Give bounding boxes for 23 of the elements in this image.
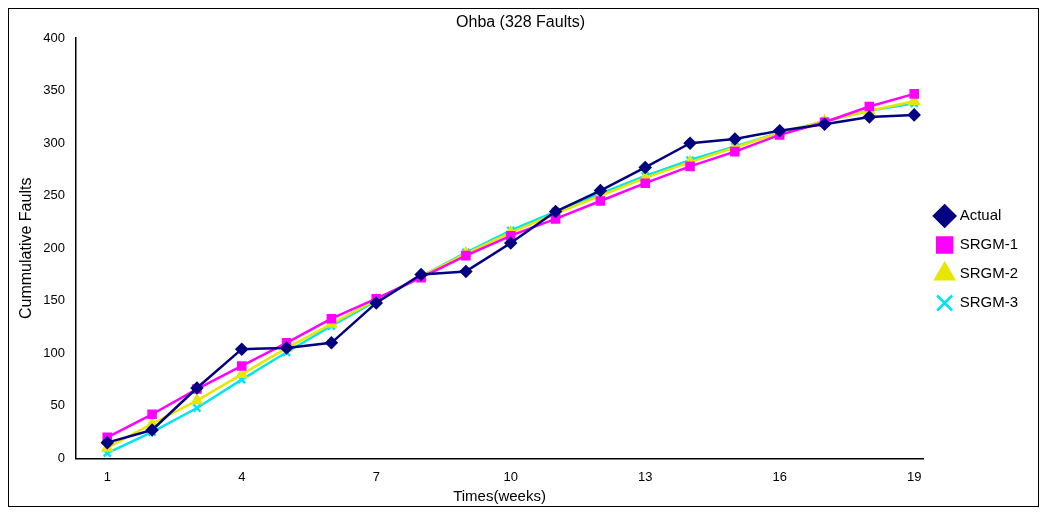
y-tick-label: 50	[50, 397, 65, 413]
x-tick-label: 13	[637, 468, 653, 484]
y-tick-label: 200	[43, 239, 65, 255]
y-tick-label: 300	[43, 134, 65, 150]
chart-title: Ohba (328 Faults)	[456, 13, 585, 31]
y-tick-label: 250	[43, 187, 65, 203]
x-axis-title: Times(weeks)	[453, 487, 546, 505]
x-tick-label: 4	[238, 468, 246, 484]
y-axis-title: Cummulative Faults	[17, 177, 35, 319]
x-tick-label: 1	[103, 468, 111, 484]
y-tick-label: 350	[43, 82, 65, 98]
y-tick-label: 150	[43, 292, 65, 308]
y-tick-label: 100	[43, 344, 65, 360]
y-tick-label: 400	[43, 29, 65, 45]
legend-label: Actual	[959, 206, 1002, 224]
legend-label: SRGM-1	[959, 235, 1019, 253]
x-tick-label: 10	[503, 468, 518, 484]
x-tick-label: 16	[772, 468, 787, 484]
legend-label: SRGM-3	[959, 293, 1019, 311]
x-tick-label: 19	[906, 468, 922, 484]
legend-label: SRGM-2	[959, 264, 1019, 282]
y-tick-label: 0	[57, 449, 65, 465]
x-tick-label: 7	[372, 468, 380, 484]
